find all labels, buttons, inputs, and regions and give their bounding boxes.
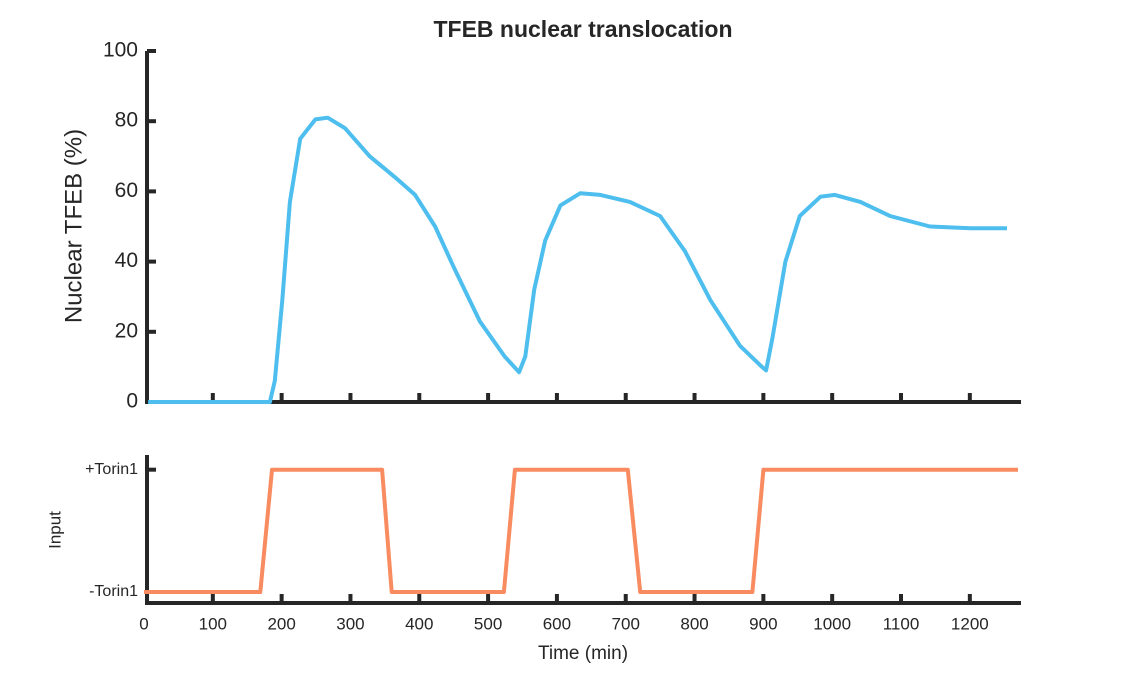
x-tick-label: 700 <box>612 614 640 633</box>
x-tick-label: 400 <box>405 614 433 633</box>
x-tick-label: 300 <box>336 614 364 633</box>
data-line <box>144 467 1018 594</box>
y-tick-label: 20 <box>115 319 138 342</box>
x-tick-label: 200 <box>267 614 295 633</box>
x-tick-label: 1100 <box>883 614 920 633</box>
x-tick-label: 1200 <box>951 614 989 633</box>
y-tick-label: 80 <box>115 109 138 132</box>
x-tick-label: 1000 <box>813 614 851 633</box>
y-tick-label: +Torin1 <box>85 461 138 478</box>
x-tick-label: 500 <box>474 614 502 633</box>
x-tick-label: 100 <box>199 614 227 633</box>
x-tick-label: 900 <box>749 614 777 633</box>
y-tick-label: 100 <box>103 39 138 62</box>
chart-title: TFEB nuclear translocation <box>433 16 732 42</box>
y-axis-label: Input <box>45 511 64 549</box>
axis-line <box>145 455 1021 605</box>
y-tick-label: 0 <box>126 390 138 413</box>
x-axis-label: Time (min) <box>538 643 628 664</box>
x-tick-label: 0 <box>139 614 148 633</box>
x-tick-label: 800 <box>680 614 708 633</box>
y-axis-label: Nuclear TFEB (%) <box>60 129 87 323</box>
x-tick-label: 600 <box>543 614 571 633</box>
y-tick-label: 40 <box>115 249 138 272</box>
y-tick-label: 60 <box>115 179 138 202</box>
data-line <box>148 115 1007 404</box>
y-tick-label: -Torin1 <box>89 583 138 600</box>
